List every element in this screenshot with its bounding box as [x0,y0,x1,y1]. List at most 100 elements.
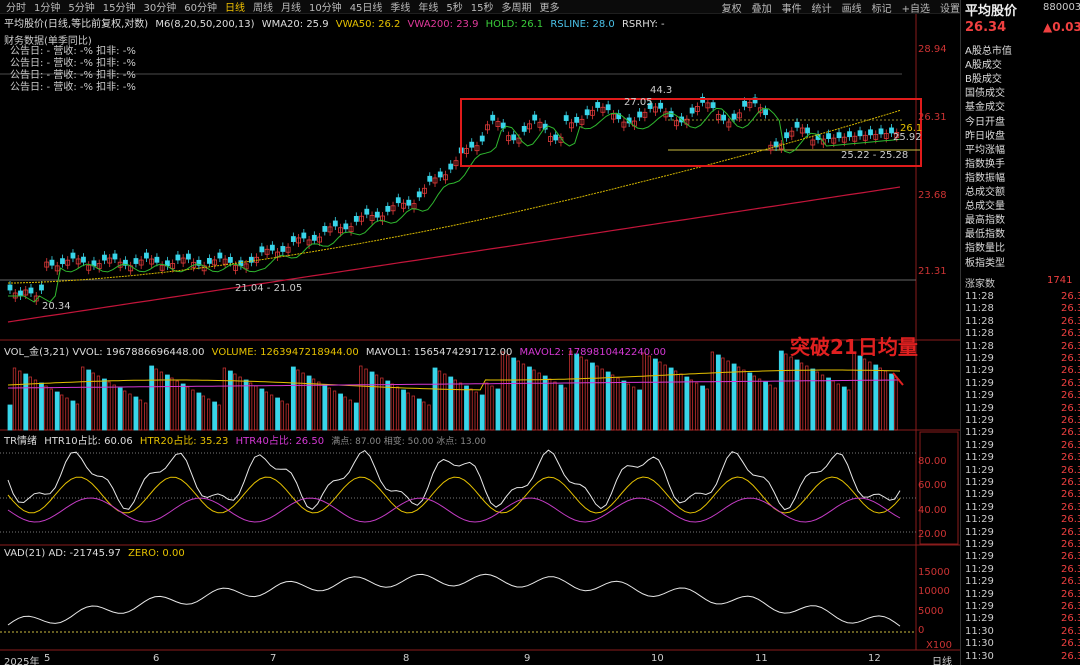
vad-label: VAD(21) AD: -21745.97 [4,548,121,559]
ma-label: 平均股价(日线,等比前复权,对数) [4,19,149,30]
period-14[interactable]: 15秒 [470,3,494,14]
volume-bar [437,370,442,431]
period-5[interactable]: 60分钟 [184,3,217,14]
volume-bar [54,391,60,431]
period-4[interactable]: 30分钟 [143,3,177,14]
candle [479,135,485,142]
volume-bar [348,399,352,431]
side-menu-item[interactable]: 指数量比 [965,243,1005,255]
side-menu-item[interactable]: 指数振幅 [965,172,1005,184]
candle [820,138,826,145]
toolbar-right-5[interactable]: 标记 [871,3,892,15]
period-9[interactable]: 10分钟 [308,3,342,14]
volume-bar [44,385,48,431]
kline-chart[interactable] [0,0,960,665]
tick-time: 11:28 [965,303,994,315]
volume-bar [820,374,825,431]
period-7[interactable]: 周线 [252,3,273,14]
volume-bar [191,389,195,431]
side-menu-item[interactable]: 总成交额 [965,187,1005,198]
side-menu-item[interactable]: 平均涨幅 [965,144,1005,156]
candle [432,177,438,184]
volume-bar [180,383,186,431]
volume-bar [138,399,143,431]
volume-bar [878,367,882,431]
volume-bar [742,369,746,431]
count-value: 1741 [1047,275,1073,286]
toolbar-right-6[interactable]: +自选 [901,3,930,15]
period-8[interactable]: 月线 [280,3,301,14]
side-menu-item[interactable]: A股总市值 [965,46,1012,57]
period-11[interactable]: 季线 [390,3,411,14]
period-10[interactable]: 45日线 [349,3,383,14]
candle [280,246,286,252]
side-menu-item[interactable]: 板指类型 [965,257,1005,269]
candle [464,148,469,154]
side-menu-item[interactable]: 国债成交 [965,88,1005,100]
tick-time: 11:29 [965,526,994,538]
volume-bar [784,353,788,431]
side-menu-item[interactable]: 最高指数 [965,215,1005,227]
period-6[interactable]: 日线 [224,3,245,14]
side-menu-item[interactable]: 昨日收盘 [965,130,1005,142]
period-15[interactable]: 多周期 [501,3,532,14]
tick-time: 11:29 [965,588,994,600]
tick-time: 11:29 [965,539,994,550]
period-3[interactable]: 15分钟 [102,3,136,14]
side-menu-item[interactable]: B股成交 [965,74,1002,86]
candle [453,160,459,167]
volume-bar [868,361,872,431]
side-menu-item[interactable]: A股成交 [965,60,1002,72]
side-menu-item[interactable]: 基金成交 [965,102,1005,114]
period-16[interactable]: 更多 [539,3,560,14]
tick-time: 11:29 [965,415,994,426]
volume-bar [710,351,715,431]
vol-label: VOL_金(3,21) VVOL: 1967886696448.00 [4,347,205,358]
volume-bar [516,360,520,431]
tick-price: 26.3 [1061,501,1080,513]
fin-row: 公告日: - 营收: -% 扣非: -% [10,82,136,93]
ma-hold-line [8,107,901,303]
volume-bar [521,363,526,431]
candle [374,211,380,218]
candle [86,264,92,271]
toolbar-right-7[interactable]: 设置 [940,3,960,15]
volume-bar [448,376,454,431]
date-tick: 6 [153,653,160,664]
volume-bar [663,364,667,431]
volume-bar [201,395,206,431]
candle [401,202,406,209]
volume-bar [731,363,737,431]
low1-annotation: 20.34 [42,301,71,312]
side-menu-item[interactable]: 今日开盘 [965,116,1005,128]
volume-bar [254,385,258,431]
volume-bar [689,379,694,431]
period-13[interactable]: 5秒 [446,3,463,14]
tick-time: 11:28 [965,328,994,340]
tick-price: 26.3 [1061,514,1080,526]
volume-bar [605,371,611,431]
volume-bar [18,370,22,431]
side-menu-item[interactable]: 最低指数 [965,229,1005,241]
candle [138,259,144,266]
vad-line [7,573,901,627]
tr-htr20: HTR20占比: 35.23 [139,436,229,447]
toolbar-right-4[interactable]: 画线 [841,3,862,15]
period-2[interactable]: 5分钟 [68,3,95,14]
side-menu-item[interactable]: 指数换手 [965,158,1005,170]
period-12[interactable]: 年线 [418,3,439,14]
candle [185,253,191,260]
toolbar-right-0[interactable]: 复权 [721,3,742,15]
toolbar-right-3[interactable]: 统计 [811,3,832,15]
period-0[interactable]: 分时 [6,3,26,14]
period-1[interactable]: 1分钟 [34,3,61,14]
candle [264,248,270,255]
candle [427,175,433,182]
toolbar-right-2[interactable]: 事件 [781,3,802,15]
candle [343,223,349,230]
candle [857,130,863,137]
side-menu-item[interactable]: 总成交量 [965,201,1005,213]
volume-bar [259,388,265,431]
toolbar-right-1[interactable]: 叠加 [751,3,772,15]
candle [673,120,679,127]
